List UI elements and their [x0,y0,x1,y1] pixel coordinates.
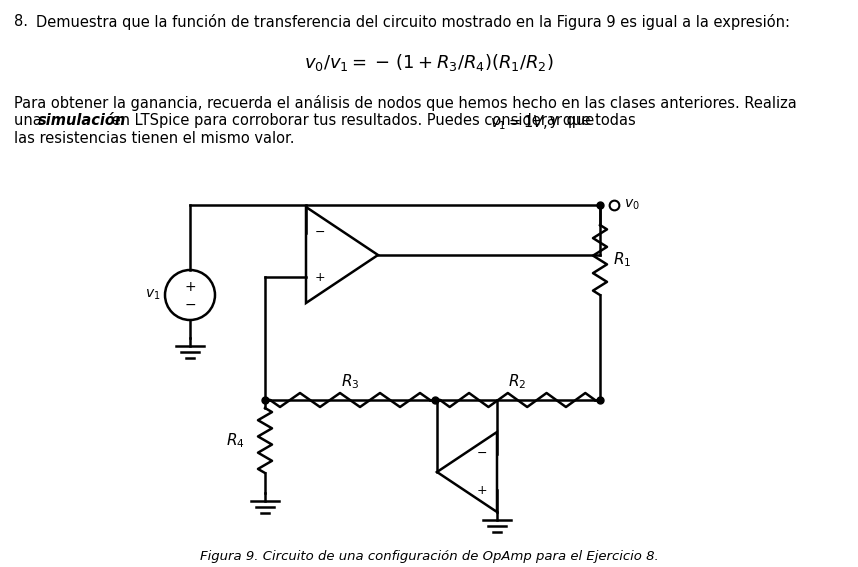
Text: Figura 9. Circuito de una configuración de OpAmp para el Ejercicio 8.: Figura 9. Circuito de una configuración … [200,550,658,563]
Text: 8.: 8. [14,14,28,29]
Text: una: una [14,113,46,128]
Text: $R_1$: $R_1$ [613,251,631,269]
Text: simulación: simulación [38,113,126,128]
Text: −: − [315,226,325,239]
Text: Demuestra que la función de transferencia del circuito mostrado en la Figura 9 e: Demuestra que la función de transferenci… [36,14,790,30]
Text: $R_2$: $R_2$ [509,373,527,391]
Text: −: − [476,446,487,459]
Text: $R_3$: $R_3$ [341,373,360,391]
Text: $v_1 = 1V$,: $v_1 = 1V$, [490,113,548,132]
Text: −: − [184,298,196,312]
Text: en LTSpice para corroborar tus resultados. Puedes considerar que: en LTSpice para corroborar tus resultado… [107,113,599,128]
Text: $v_0$: $v_0$ [624,198,640,212]
Text: +: + [184,280,196,294]
Text: y que todas: y que todas [545,113,636,128]
Text: $R_4$: $R_4$ [226,431,245,450]
Text: $v_1$: $v_1$ [145,288,160,302]
Text: +: + [476,484,487,497]
Text: +: + [315,271,326,284]
Text: las resistencias tienen el mismo valor.: las resistencias tienen el mismo valor. [14,131,294,146]
Text: Para obtener la ganancia, recuerda el análisis de nodos que hemos hecho en las c: Para obtener la ganancia, recuerda el an… [14,95,797,111]
Text: $v_0/v_1 = -\,(1 + R_3/R_4)(R_1/R_2)$: $v_0/v_1 = -\,(1 + R_3/R_4)(R_1/R_2)$ [304,52,554,73]
